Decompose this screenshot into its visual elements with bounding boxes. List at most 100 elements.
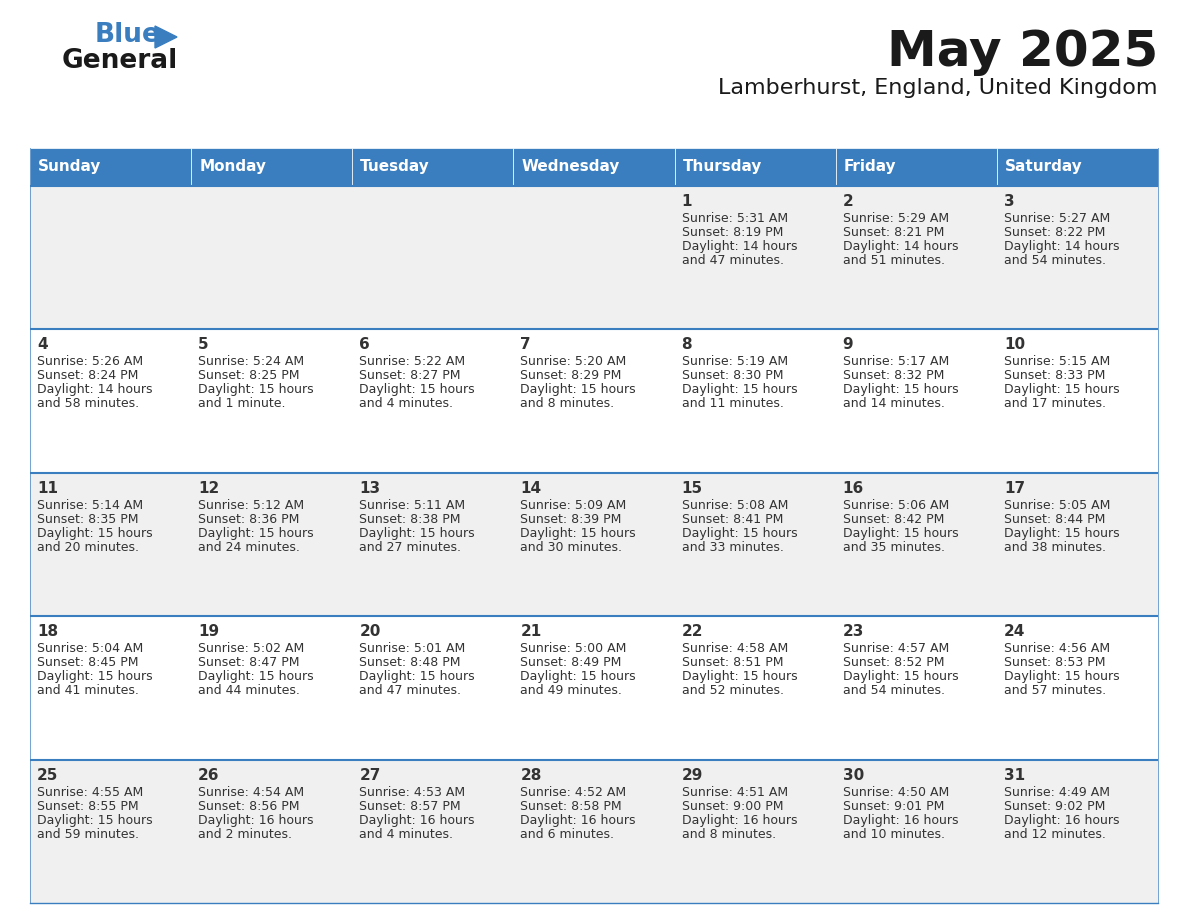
Text: May 2025: May 2025: [886, 28, 1158, 76]
Bar: [191, 759, 353, 903]
Text: Sunset: 8:24 PM: Sunset: 8:24 PM: [37, 369, 138, 383]
Text: Sunrise: 5:26 AM: Sunrise: 5:26 AM: [37, 355, 143, 368]
Text: General: General: [62, 48, 178, 74]
Text: 9: 9: [842, 338, 853, 353]
Text: Sunrise: 5:04 AM: Sunrise: 5:04 AM: [37, 643, 144, 655]
Bar: [675, 759, 835, 903]
Bar: [191, 148, 353, 186]
Bar: [30, 616, 191, 759]
Text: Daylight: 15 hours: Daylight: 15 hours: [842, 670, 959, 683]
Bar: [353, 148, 513, 186]
Text: Monday: Monday: [200, 160, 266, 174]
Text: Daylight: 15 hours: Daylight: 15 hours: [359, 527, 475, 540]
Text: and 33 minutes.: and 33 minutes.: [682, 541, 783, 554]
Text: Sunset: 8:36 PM: Sunset: 8:36 PM: [198, 513, 299, 526]
Text: Lamberhurst, England, United Kingdom: Lamberhurst, England, United Kingdom: [719, 78, 1158, 98]
Bar: [191, 616, 353, 759]
Text: and 8 minutes.: and 8 minutes.: [520, 397, 614, 410]
Text: 4: 4: [37, 338, 48, 353]
Text: Sunrise: 5:31 AM: Sunrise: 5:31 AM: [682, 212, 788, 225]
Text: 1: 1: [682, 194, 693, 209]
Text: Sunset: 8:22 PM: Sunset: 8:22 PM: [1004, 226, 1105, 239]
Text: and 51 minutes.: and 51 minutes.: [842, 254, 944, 267]
Text: 10: 10: [1004, 338, 1025, 353]
Text: and 11 minutes.: and 11 minutes.: [682, 397, 783, 410]
Text: Sunset: 8:33 PM: Sunset: 8:33 PM: [1004, 369, 1105, 383]
Text: Sunset: 8:52 PM: Sunset: 8:52 PM: [842, 656, 944, 669]
Text: Sunset: 8:48 PM: Sunset: 8:48 PM: [359, 656, 461, 669]
Text: and 57 minutes.: and 57 minutes.: [1004, 684, 1106, 697]
Text: Sunrise: 5:00 AM: Sunrise: 5:00 AM: [520, 643, 627, 655]
Text: Thursday: Thursday: [683, 160, 762, 174]
Bar: [513, 186, 675, 330]
Text: Daylight: 16 hours: Daylight: 16 hours: [520, 813, 636, 826]
Bar: [835, 616, 997, 759]
Text: Daylight: 15 hours: Daylight: 15 hours: [359, 384, 475, 397]
Text: Daylight: 15 hours: Daylight: 15 hours: [842, 384, 959, 397]
Text: 25: 25: [37, 767, 58, 783]
Text: Sunset: 9:01 PM: Sunset: 9:01 PM: [842, 800, 944, 812]
Bar: [30, 186, 191, 330]
Bar: [675, 473, 835, 616]
Text: 22: 22: [682, 624, 703, 639]
Text: Daylight: 15 hours: Daylight: 15 hours: [37, 527, 152, 540]
Text: Sunset: 8:35 PM: Sunset: 8:35 PM: [37, 513, 139, 526]
Bar: [675, 148, 835, 186]
Text: 12: 12: [198, 481, 220, 496]
Text: and 17 minutes.: and 17 minutes.: [1004, 397, 1106, 410]
Text: Daylight: 15 hours: Daylight: 15 hours: [842, 527, 959, 540]
Text: Sunrise: 5:15 AM: Sunrise: 5:15 AM: [1004, 355, 1110, 368]
Text: Daylight: 16 hours: Daylight: 16 hours: [198, 813, 314, 826]
Bar: [191, 473, 353, 616]
Text: 3: 3: [1004, 194, 1015, 209]
Text: 8: 8: [682, 338, 693, 353]
Text: Daylight: 15 hours: Daylight: 15 hours: [37, 813, 152, 826]
Text: Daylight: 15 hours: Daylight: 15 hours: [1004, 527, 1119, 540]
Bar: [353, 616, 513, 759]
Text: and 59 minutes.: and 59 minutes.: [37, 828, 139, 841]
Text: Sunset: 8:27 PM: Sunset: 8:27 PM: [359, 369, 461, 383]
Text: 13: 13: [359, 481, 380, 496]
Text: Daylight: 15 hours: Daylight: 15 hours: [520, 384, 636, 397]
Text: Sunset: 8:42 PM: Sunset: 8:42 PM: [842, 513, 944, 526]
Text: Tuesday: Tuesday: [360, 160, 430, 174]
Text: and 12 minutes.: and 12 minutes.: [1004, 828, 1106, 841]
Text: Sunrise: 4:56 AM: Sunrise: 4:56 AM: [1004, 643, 1110, 655]
Text: Daylight: 15 hours: Daylight: 15 hours: [198, 670, 314, 683]
Text: 18: 18: [37, 624, 58, 639]
Text: Sunrise: 5:09 AM: Sunrise: 5:09 AM: [520, 498, 627, 512]
Text: Daylight: 15 hours: Daylight: 15 hours: [198, 384, 314, 397]
Text: and 27 minutes.: and 27 minutes.: [359, 541, 461, 554]
Text: Sunrise: 4:52 AM: Sunrise: 4:52 AM: [520, 786, 626, 799]
Text: and 4 minutes.: and 4 minutes.: [359, 397, 454, 410]
Text: Daylight: 16 hours: Daylight: 16 hours: [682, 813, 797, 826]
Bar: [513, 473, 675, 616]
Text: Sunset: 8:47 PM: Sunset: 8:47 PM: [198, 656, 299, 669]
Text: Sunrise: 5:17 AM: Sunrise: 5:17 AM: [842, 355, 949, 368]
Text: Daylight: 15 hours: Daylight: 15 hours: [198, 527, 314, 540]
Text: Sunset: 8:25 PM: Sunset: 8:25 PM: [198, 369, 299, 383]
Text: Sunrise: 4:49 AM: Sunrise: 4:49 AM: [1004, 786, 1110, 799]
Text: Friday: Friday: [843, 160, 896, 174]
Text: Daylight: 14 hours: Daylight: 14 hours: [37, 384, 152, 397]
Bar: [30, 759, 191, 903]
Text: 2: 2: [842, 194, 853, 209]
Bar: [835, 148, 997, 186]
Text: Sunrise: 5:20 AM: Sunrise: 5:20 AM: [520, 355, 627, 368]
Text: Sunrise: 4:50 AM: Sunrise: 4:50 AM: [842, 786, 949, 799]
Text: Daylight: 16 hours: Daylight: 16 hours: [359, 813, 475, 826]
Text: Sunrise: 5:11 AM: Sunrise: 5:11 AM: [359, 498, 466, 512]
Text: Sunrise: 5:01 AM: Sunrise: 5:01 AM: [359, 643, 466, 655]
Bar: [191, 330, 353, 473]
Text: and 58 minutes.: and 58 minutes.: [37, 397, 139, 410]
Text: Sunrise: 4:57 AM: Sunrise: 4:57 AM: [842, 643, 949, 655]
Text: Daylight: 15 hours: Daylight: 15 hours: [520, 670, 636, 683]
Text: Sunrise: 5:02 AM: Sunrise: 5:02 AM: [198, 643, 304, 655]
Text: and 47 minutes.: and 47 minutes.: [682, 254, 784, 267]
Text: Sunset: 9:02 PM: Sunset: 9:02 PM: [1004, 800, 1105, 812]
Text: Sunset: 8:21 PM: Sunset: 8:21 PM: [842, 226, 944, 239]
Text: 19: 19: [198, 624, 220, 639]
Text: Daylight: 15 hours: Daylight: 15 hours: [359, 670, 475, 683]
Text: 16: 16: [842, 481, 864, 496]
Text: and 1 minute.: and 1 minute.: [198, 397, 285, 410]
